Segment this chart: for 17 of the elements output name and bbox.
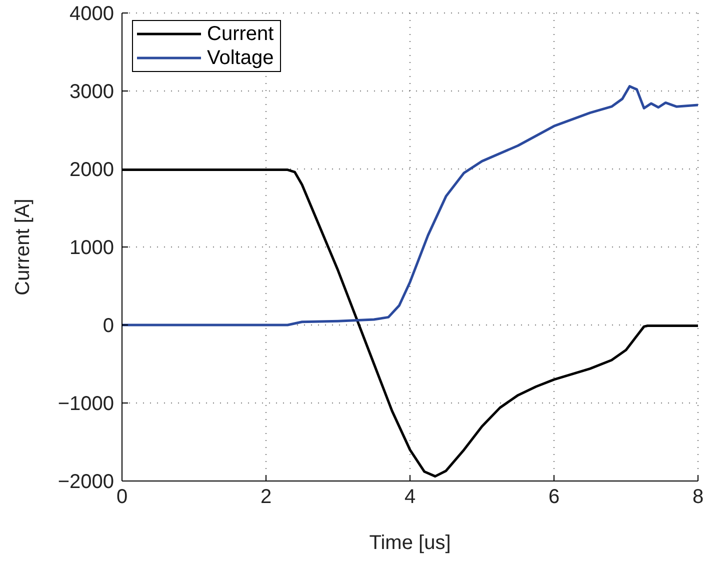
- x-tick-label: 8: [692, 486, 704, 508]
- y-tick-label: 2000: [70, 159, 114, 182]
- y-axis-title: Current [A]: [12, 198, 34, 296]
- x-tick-label: 0: [116, 486, 128, 508]
- y-tick-label: 1000: [70, 237, 114, 260]
- y-tick-label: 3000: [70, 81, 114, 104]
- legend-label: Current: [207, 22, 274, 46]
- y-tick-label: 0: [102, 315, 114, 338]
- y-tick-label: −2000: [58, 471, 114, 494]
- legend-label: Voltage: [207, 46, 274, 70]
- x-tick-label: 2: [260, 486, 272, 508]
- y-tick-label: −1000: [58, 393, 114, 416]
- y-tick-label: 4000: [70, 3, 114, 26]
- line-series: [122, 85, 698, 326]
- x-tick-label: 6: [548, 486, 560, 508]
- x-axis-title: Time [us]: [369, 532, 451, 554]
- x-tick-label: 4: [404, 486, 416, 508]
